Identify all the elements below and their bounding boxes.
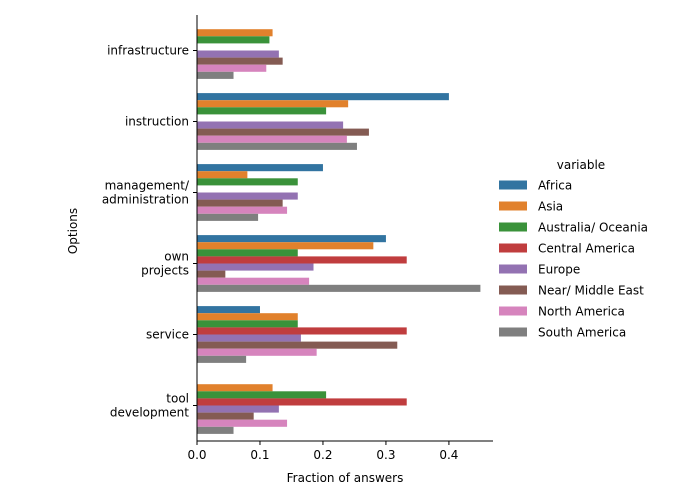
bar-near-middle-east-3	[197, 270, 226, 278]
bar-north-america-1	[197, 135, 347, 143]
bar-north-america-4	[197, 348, 317, 356]
bar-near-middle-east-0	[197, 57, 283, 65]
bar-north-america-0	[197, 64, 267, 72]
y-tick-label: administration	[102, 193, 189, 207]
legend-title: variable	[557, 158, 605, 172]
bar-near-middle-east-1	[197, 128, 369, 136]
bar-near-middle-east-4	[197, 341, 398, 349]
bar-central-america-4	[197, 327, 407, 335]
bar-asia-1	[197, 100, 349, 108]
bar-africa-4	[197, 306, 260, 314]
legend-swatch	[499, 306, 527, 316]
bar-south-america-2	[197, 213, 259, 221]
legend-label: South America	[538, 326, 626, 340]
y-tick-label: projects	[141, 264, 189, 278]
legend-label: Australia/ Oceania	[538, 221, 648, 235]
bar-north-america-2	[197, 206, 288, 214]
bar-europe-1	[197, 121, 344, 129]
legend-swatch	[499, 327, 527, 337]
bar-africa-1	[197, 93, 449, 101]
x-tick-label: 0.2	[313, 448, 332, 462]
legend-label: Asia	[538, 200, 563, 214]
bar-asia-0	[197, 29, 273, 37]
bar-australia-oceania-4	[197, 320, 298, 328]
y-tick-label: infrastructure	[107, 44, 189, 58]
legend-label: Africa	[538, 179, 572, 193]
bar-central-america-3	[197, 256, 407, 264]
bar-europe-3	[197, 263, 314, 271]
legend-swatch	[499, 285, 527, 295]
bar-asia-2	[197, 171, 248, 179]
bar-central-america-5	[197, 398, 407, 406]
bar-south-america-0	[197, 71, 234, 79]
legend-items: Africa Asia Australia/ Oceania Central Amer…	[499, 179, 648, 340]
legend: variable Africa Asia Australia/ Oceania Cen…	[499, 158, 648, 340]
bar-near-middle-east-5	[197, 412, 254, 420]
legend-label: Near/ Middle East	[538, 284, 644, 298]
bar-africa-3	[197, 235, 386, 243]
x-tick-label: 0.1	[250, 448, 269, 462]
x-axis-label: Fraction of answers	[287, 471, 404, 485]
bar-australia-oceania-0	[197, 36, 270, 44]
legend-label: North America	[538, 305, 625, 319]
bar-australia-oceania-5	[197, 391, 327, 399]
bar-north-america-3	[197, 277, 310, 285]
legend-label: Central America	[538, 242, 635, 256]
y-axis-label: Options	[66, 208, 80, 254]
bar-africa-2	[197, 164, 323, 172]
axes: 0.0 0.1 0.2 0.3 0.4 infrastructure instruction…	[102, 15, 493, 462]
bar-europe-0	[197, 50, 279, 58]
bar-europe-5	[197, 405, 279, 413]
bar-north-america-5	[197, 419, 288, 427]
bar-south-america-4	[197, 355, 247, 363]
legend-swatch	[499, 180, 527, 190]
legend-swatch	[499, 201, 527, 211]
legend-swatch	[499, 243, 527, 253]
bar-near-middle-east-2	[197, 199, 283, 207]
legend-swatch	[499, 264, 527, 274]
bar-asia-5	[197, 384, 273, 392]
bar-asia-4	[197, 313, 298, 321]
bar-australia-oceania-1	[197, 107, 327, 115]
legend-label: Europe	[538, 263, 580, 277]
y-tick-label: own	[164, 250, 189, 264]
x-tick-label: 0.4	[439, 448, 458, 462]
bar-australia-oceania-2	[197, 178, 298, 186]
y-tick-label: tool	[166, 392, 189, 406]
bar-australia-oceania-3	[197, 249, 298, 257]
y-tick-label: instruction	[125, 115, 189, 129]
y-tick-label: development	[110, 406, 189, 420]
plot-bars	[197, 29, 481, 434]
y-tick-label: service	[146, 328, 189, 342]
bar-south-america-5	[197, 426, 234, 434]
bar-south-america-1	[197, 142, 357, 150]
x-tick-label: 0.0	[187, 448, 206, 462]
bar-europe-2	[197, 192, 298, 200]
bar-asia-3	[197, 242, 374, 250]
y-tick-label: management/	[105, 179, 190, 193]
x-tick-label: 0.3	[376, 448, 395, 462]
bar-south-america-3	[197, 284, 481, 292]
bar-europe-4	[197, 334, 301, 342]
legend-swatch	[499, 222, 527, 232]
